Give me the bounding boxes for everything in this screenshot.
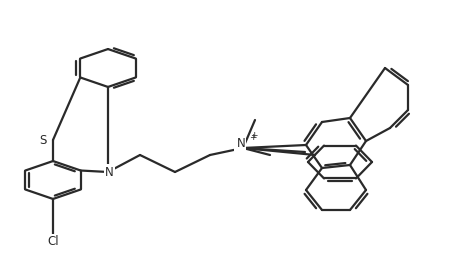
Text: N: N (236, 137, 245, 150)
Text: Cl: Cl (47, 235, 59, 248)
Text: +: + (251, 131, 258, 140)
Text: N: N (105, 165, 113, 178)
Text: +: + (249, 133, 257, 142)
Text: N: N (235, 138, 244, 151)
Text: N: N (105, 165, 114, 178)
Text: S: S (38, 134, 45, 147)
Text: S: S (40, 134, 47, 147)
Text: Cl: Cl (47, 234, 59, 247)
